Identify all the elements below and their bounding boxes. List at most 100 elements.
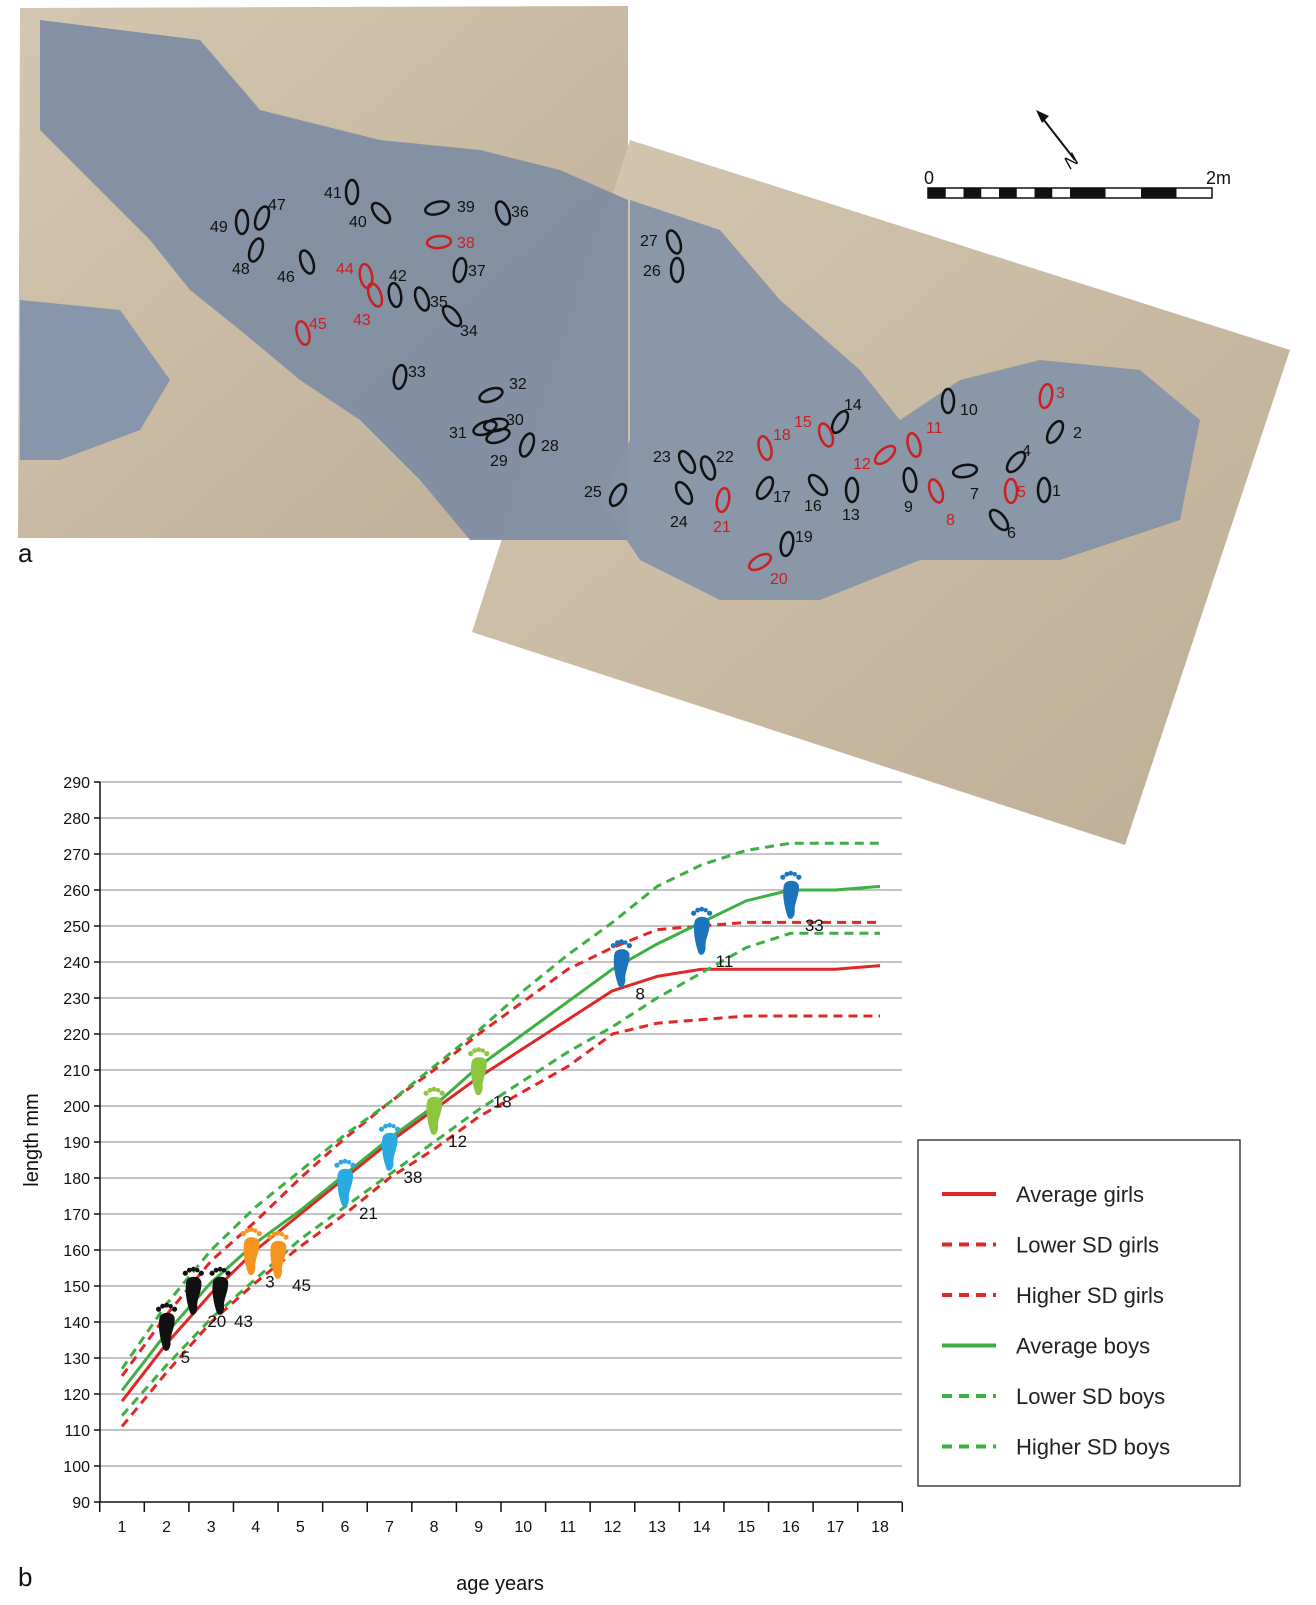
- footprint-marker-label: 11: [716, 952, 734, 971]
- footprint-outline: [779, 530, 795, 558]
- footprint-outline: [817, 422, 835, 448]
- y-tick-label-160: 160: [63, 1243, 90, 1260]
- footprint-toe-icon: [171, 1306, 178, 1312]
- chart-footprints: 5 20 43 3 45 21 38 12 18 8 11 33: [155, 870, 824, 1367]
- map-footprint-39: 39: [424, 199, 475, 216]
- footprint-sole-icon: [337, 1168, 354, 1207]
- map-footprint-label: 46: [277, 269, 295, 286]
- map-footprint-37: 37: [452, 256, 486, 284]
- footprint-toe-icon: [796, 874, 802, 880]
- map-footprint-label: 16: [804, 498, 822, 515]
- footprint-toe-icon: [610, 943, 616, 949]
- map-footprint-5: 5: [1003, 477, 1026, 505]
- footprint-toe-icon: [435, 1088, 441, 1093]
- map-footprint-label: 36: [511, 204, 529, 221]
- footprint-toe-icon: [484, 1051, 490, 1057]
- map-footprint-24: 24: [670, 480, 694, 531]
- map-footprint-label: 24: [670, 514, 688, 531]
- map-footprint-label: 20: [770, 571, 788, 588]
- map-footprint-label: 27: [640, 233, 658, 250]
- map-footprint-label: 30: [506, 412, 524, 429]
- footprint-toe-icon: [186, 1267, 192, 1273]
- footprint-sole-icon: [243, 1237, 260, 1276]
- map-footprint-25: 25: [584, 482, 628, 508]
- footprint-toe-icon: [198, 1270, 204, 1276]
- map-footprint-45: 45: [295, 316, 327, 346]
- footprint-marker-label: 33: [805, 916, 824, 935]
- footprint-marker-45: 45: [267, 1230, 311, 1295]
- x-tick-label-13: 13: [648, 1519, 666, 1536]
- site-photo-map: 1234567891011121314151617181920212223242…: [18, 6, 1290, 845]
- footprint-toe-icon: [387, 1122, 392, 1128]
- map-footprint-7: 7: [951, 463, 979, 503]
- y-tick-label-170: 170: [63, 1207, 90, 1224]
- map-footprint-label: 9: [904, 499, 913, 516]
- footprint-sole-icon: [783, 880, 799, 919]
- footprint-toe-icon: [279, 1232, 285, 1237]
- footprint-outline: [755, 475, 775, 501]
- map-footprint-label: 8: [946, 512, 955, 529]
- footprint-toe-icon: [253, 1228, 258, 1233]
- footprint-marker-20: 20: [182, 1266, 226, 1331]
- map-footprint-36: 36: [494, 200, 529, 226]
- footprint-outline: [1003, 477, 1019, 505]
- footprint-outlines: 1234567891011121314151617181920212223242…: [210, 178, 1082, 588]
- footprint-toe-icon: [691, 910, 697, 916]
- footprint-marker-8: 8: [610, 939, 645, 1004]
- footprint-toe-icon: [699, 906, 705, 912]
- footprint-toe-icon: [784, 871, 790, 877]
- footprint-toe-icon: [480, 1048, 485, 1053]
- x-tick-label-3: 3: [207, 1519, 216, 1536]
- map-footprint-48: 48: [232, 237, 265, 278]
- x-tick-label-14: 14: [693, 1519, 711, 1536]
- map-footprint-4: 4: [1005, 443, 1031, 474]
- map-footprint-19: 19: [779, 529, 813, 558]
- map-footprint-label: 39: [457, 199, 475, 216]
- map-footprint-22: 22: [699, 449, 734, 481]
- map-footprint-label: 3: [1056, 385, 1065, 402]
- footprint-outline: [441, 304, 463, 328]
- map-footprint-41: 41: [324, 178, 360, 206]
- map-footprint-label: 10: [960, 402, 978, 419]
- legend-label-2: Higher SD girls: [1016, 1283, 1164, 1308]
- map-footprint-16: 16: [804, 473, 829, 515]
- x-tick-label-16: 16: [782, 1519, 800, 1536]
- footprint-marker-12: 12: [423, 1086, 467, 1151]
- map-footprint-38: 38: [425, 234, 475, 252]
- footprint-toe-icon: [695, 907, 701, 913]
- footprint-outline: [344, 178, 360, 206]
- map-footprint-49: 49: [210, 208, 250, 236]
- map-footprint-label: 19: [795, 529, 813, 546]
- map-footprint-34: 34: [441, 304, 478, 340]
- footprint-outline: [940, 387, 956, 415]
- map-footprint-label: 12: [853, 456, 871, 473]
- footprint-toe-icon: [342, 1158, 348, 1164]
- map-footprint-1: 1: [1036, 476, 1061, 504]
- footprint-outline: [295, 320, 311, 346]
- footprint-toe-icon: [626, 943, 632, 949]
- x-tick-label-6: 6: [340, 1519, 349, 1536]
- footprint-sole-icon: [381, 1132, 398, 1171]
- chart-legend: Average girls Lower SD girls Higher SD gir…: [917, 1139, 1241, 1487]
- footprint-toe-icon: [350, 1162, 356, 1168]
- footprint-toe-icon: [155, 1306, 162, 1312]
- map-footprint-label: 40: [349, 214, 367, 231]
- footprint-toe-icon: [195, 1268, 200, 1273]
- footprint-outline: [757, 435, 773, 461]
- map-footprint-label: 32: [509, 376, 527, 393]
- map-footprint-label: 49: [210, 219, 228, 236]
- x-tick-label-12: 12: [604, 1519, 622, 1536]
- y-tick-label-220: 220: [63, 1027, 90, 1044]
- footprint-toe-icon: [439, 1090, 445, 1096]
- x-tick-label-1: 1: [118, 1519, 127, 1536]
- series-line-lower-sd-boys: [120, 931, 880, 1417]
- map-footprint-40: 40: [349, 201, 392, 231]
- footprint-toe-icon: [244, 1228, 250, 1233]
- footprint-toe-icon: [472, 1048, 478, 1053]
- map-footprint-label: 2: [1073, 425, 1082, 442]
- map-footprint-label: 5: [1017, 484, 1026, 501]
- map-footprint-42: 42: [387, 268, 407, 309]
- map-footprint-44: 44: [336, 261, 374, 290]
- footprint-toe-icon: [423, 1090, 429, 1096]
- footprint-toe-icon: [334, 1162, 340, 1168]
